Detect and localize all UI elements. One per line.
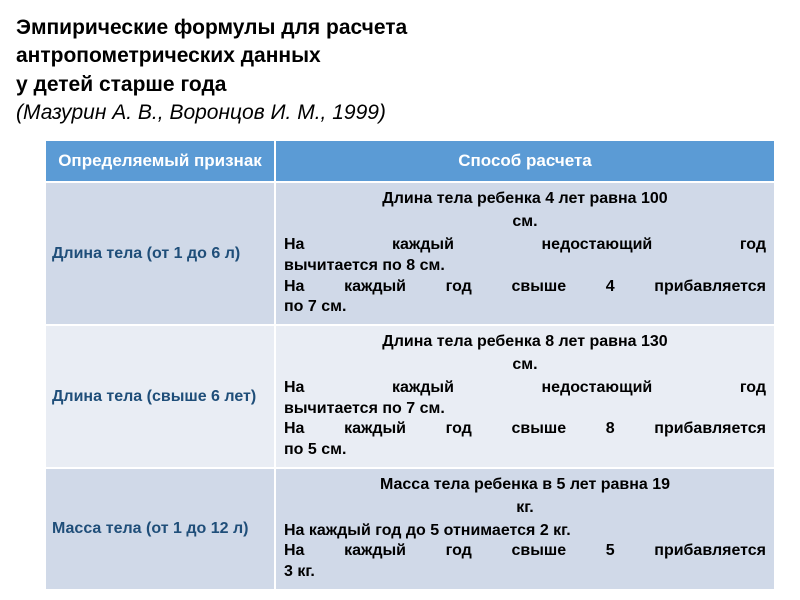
title-line-2: антропометрических данных (16, 42, 784, 70)
row-label: Длина тела (свыше 6 лет) (45, 325, 275, 468)
method-line: по 5 см. (284, 440, 766, 461)
author-line: (Мазурин А. В., Воронцов И. М., 1999) (16, 99, 784, 127)
method-line: На каждый год свыше 5 прибавляется (284, 541, 766, 562)
row-method: Длина тела ребенка 8 лет равна 130 см. Н… (275, 325, 775, 468)
method-line: На каждый недостающий год (284, 235, 766, 256)
row-method: Масса тела ребенка в 5 лет равна 19 кг. … (275, 468, 775, 590)
title-line-1: Эмпирические формулы для расчета (16, 14, 784, 42)
method-line: На каждый недостающий год (284, 378, 766, 399)
method-line: вычитается по 8 см. (284, 256, 766, 277)
method-line: 3 кг. (284, 562, 766, 583)
anthropometry-table: Определяемый признак Способ расчета Длин… (44, 139, 776, 591)
method-line: Масса тела ребенка в 5 лет равна 19 (284, 475, 766, 496)
method-line: Длина тела ребенка 4 лет равна 100 (284, 189, 766, 210)
method-line: см. (284, 212, 766, 233)
method-line: по 7 см. (284, 297, 766, 318)
table-row: Длина тела (от 1 до 6 л) Длина тела ребе… (45, 182, 775, 325)
row-label: Длина тела (от 1 до 6 л) (45, 182, 275, 325)
method-line: см. (284, 355, 766, 376)
table-header-row: Определяемый признак Способ расчета (45, 140, 775, 182)
table-row: Масса тела (от 1 до 12 л) Масса тела реб… (45, 468, 775, 590)
method-line: На каждый год до 5 отнимается 2 кг. (284, 521, 766, 542)
method-line: Длина тела ребенка 8 лет равна 130 (284, 332, 766, 353)
row-method: Длина тела ребенка 4 лет равна 100 см. Н… (275, 182, 775, 325)
table-row: Длина тела (свыше 6 лет) Длина тела ребе… (45, 325, 775, 468)
method-line: кг. (284, 498, 766, 519)
method-line: вычитается по 7 см. (284, 399, 766, 420)
col-header-trait: Определяемый признак (45, 140, 275, 182)
col-header-method: Способ расчета (275, 140, 775, 182)
method-line: На каждый год свыше 4 прибавляется (284, 277, 766, 298)
method-line: На каждый год свыше 8 прибавляется (284, 419, 766, 440)
row-label: Масса тела (от 1 до 12 л) (45, 468, 275, 590)
title-block: Эмпирические формулы для расчета антропо… (16, 14, 784, 127)
title-line-3: у детей старше года (16, 71, 784, 99)
